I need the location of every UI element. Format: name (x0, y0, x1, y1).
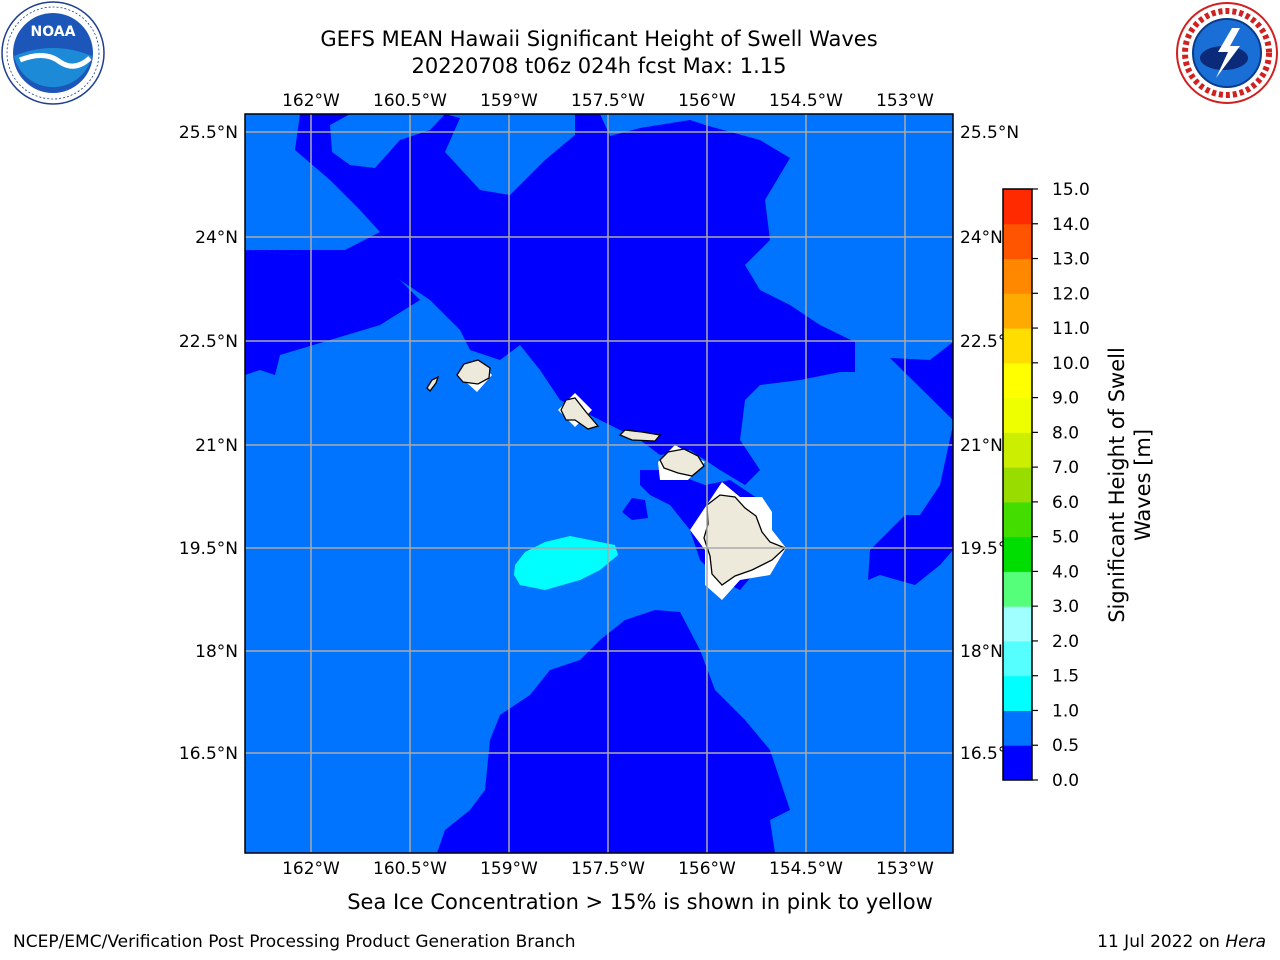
colorbar-segment (1003, 258, 1032, 294)
island-maui (659, 448, 705, 477)
lon-label: 154.5°W (769, 91, 843, 111)
colorbar-tick-label: 12.0 (1052, 284, 1090, 304)
colorbar-tick-label: 5.0 (1052, 528, 1079, 548)
colorbar-tick-label: 13.0 (1052, 250, 1090, 270)
colorbar-segment (1003, 189, 1032, 225)
lat-label: 24°N (960, 228, 1003, 248)
colorbar-tick-label: 4.0 (1052, 562, 1079, 582)
latitude-labels-left: 25.5°N 24°N 22.5°N 21°N 19.5°N 18°N 16.5… (179, 123, 238, 764)
colorbar-segment (1003, 536, 1032, 572)
lat-label: 24°N (195, 228, 238, 248)
lon-label: 154.5°W (769, 859, 843, 879)
colorbar-tick-label: 10.0 (1052, 354, 1090, 374)
colorbar-segment (1003, 571, 1032, 607)
colorbar-segment (1003, 710, 1032, 746)
colorbar-tick-label: 15.0 (1052, 180, 1090, 200)
lon-label: 156°W (678, 859, 736, 879)
colorbar-segment (1003, 745, 1032, 781)
ocean-high-patch (514, 536, 618, 590)
colorbar-segment (1003, 432, 1032, 468)
ocean-low-patch (622, 498, 648, 520)
colorbar-segment (1003, 606, 1032, 642)
ocean-low-north (245, 114, 855, 485)
lat-label: 21°N (195, 436, 238, 456)
ocean-low-south (437, 610, 790, 853)
colorbar-segment (1003, 675, 1032, 711)
colorbar-tick-label: 1.0 (1052, 701, 1079, 721)
footer-date-text: 11 Jul 2022 on (1097, 932, 1226, 952)
colorbar-tick-label: 0.0 (1052, 771, 1079, 791)
lon-label: 156°W (678, 91, 736, 111)
colorbar: 0.0 0.5 1.0 1.5 2.0 3.0 4.0 5.0 6.0 7.0 8.0 9.0 10.0… (1002, 180, 1090, 791)
footer-machine: Hera (1225, 932, 1266, 952)
lat-label: 22.5°N (179, 332, 238, 352)
island-kauai (456, 359, 491, 385)
colorbar-frame (1002, 188, 1033, 781)
noaa-logo: NOAA (1, 1, 105, 105)
lon-label: 160.5°W (373, 91, 447, 111)
colorbar-segment (1003, 640, 1032, 677)
map-subtitle: 20220708 t06z 024h fcst Max: 1.15 (411, 54, 787, 78)
ocean-low-west (245, 250, 420, 375)
colorbar-segment (1003, 362, 1032, 399)
colorbar-segment (1003, 293, 1032, 329)
colorbar-tick-label: 3.0 (1052, 597, 1079, 617)
lat-label: 18°N (960, 642, 1003, 662)
swell-height-field (245, 114, 953, 853)
footer-credit: NCEP/EMC/Verification Post Processing Pr… (13, 932, 576, 952)
longitude-labels-top: 162°W 160.5°W 159°W 157.5°W 156°W 154.5°… (282, 91, 934, 111)
lat-label: 25.5°N (960, 123, 1019, 143)
lon-label: 160.5°W (373, 859, 447, 879)
lon-label: 162°W (282, 859, 340, 879)
colorbar-segment (1003, 328, 1032, 364)
island-outlines (426, 359, 787, 586)
lon-label: 157.5°W (571, 859, 645, 879)
nws-logo (1176, 2, 1278, 104)
colorbar-tick-label: 6.0 (1052, 493, 1079, 513)
lat-label: 19.5°N (179, 539, 238, 559)
lon-label: 157.5°W (571, 91, 645, 111)
colorbar-label-line1: Significant Height of Swell (1105, 347, 1129, 623)
colorbar-segment (1003, 397, 1032, 433)
colorbar-tick-label: 2.0 (1052, 632, 1079, 652)
colorbar-segment (1003, 467, 1032, 503)
colorbar-tick-label: 9.0 (1052, 389, 1079, 409)
sea-ice-note: Sea Ice Concentration > 15% is shown in … (347, 890, 933, 914)
map-title: GEFS MEAN Hawaii Significant Height of S… (320, 27, 878, 51)
colorbar-segment (1003, 223, 1032, 260)
colorbar-segment (1003, 501, 1032, 538)
map-gridlines (245, 114, 953, 853)
colorbar-tick-label: 0.5 (1052, 736, 1079, 756)
lat-label: 21°N (960, 436, 1003, 456)
colorbar-tick-label: 7.0 (1052, 458, 1079, 478)
lat-label: 25.5°N (179, 123, 238, 143)
lon-label: 159°W (480, 91, 538, 111)
lon-label: 153°W (876, 859, 934, 879)
colorbar-tick-label: 1.5 (1052, 667, 1079, 687)
map-frame (244, 113, 954, 854)
island-niihau (426, 375, 440, 392)
lon-label: 159°W (480, 859, 538, 879)
svg-text:NOAA: NOAA (31, 24, 76, 40)
footer-date: 11 Jul 2022 on Hera (1097, 932, 1266, 952)
ocean-low-east (868, 342, 953, 585)
colorbar-tick-label: 11.0 (1052, 319, 1090, 339)
colorbar-label-line2: Waves [m] (1131, 429, 1155, 541)
island-oahu (560, 397, 600, 430)
island-molokai (618, 429, 662, 442)
longitude-labels-bottom: 162°W 160.5°W 159°W 157.5°W 156°W 154.5°… (282, 859, 934, 879)
colorbar-tick-label: 8.0 (1052, 423, 1079, 443)
island-big-island (703, 494, 787, 586)
lat-label: 16.5°N (179, 744, 238, 764)
lon-label: 162°W (282, 91, 340, 111)
lat-label: 18°N (195, 642, 238, 662)
lon-label: 153°W (876, 91, 934, 111)
colorbar-tick-label: 14.0 (1052, 215, 1090, 235)
